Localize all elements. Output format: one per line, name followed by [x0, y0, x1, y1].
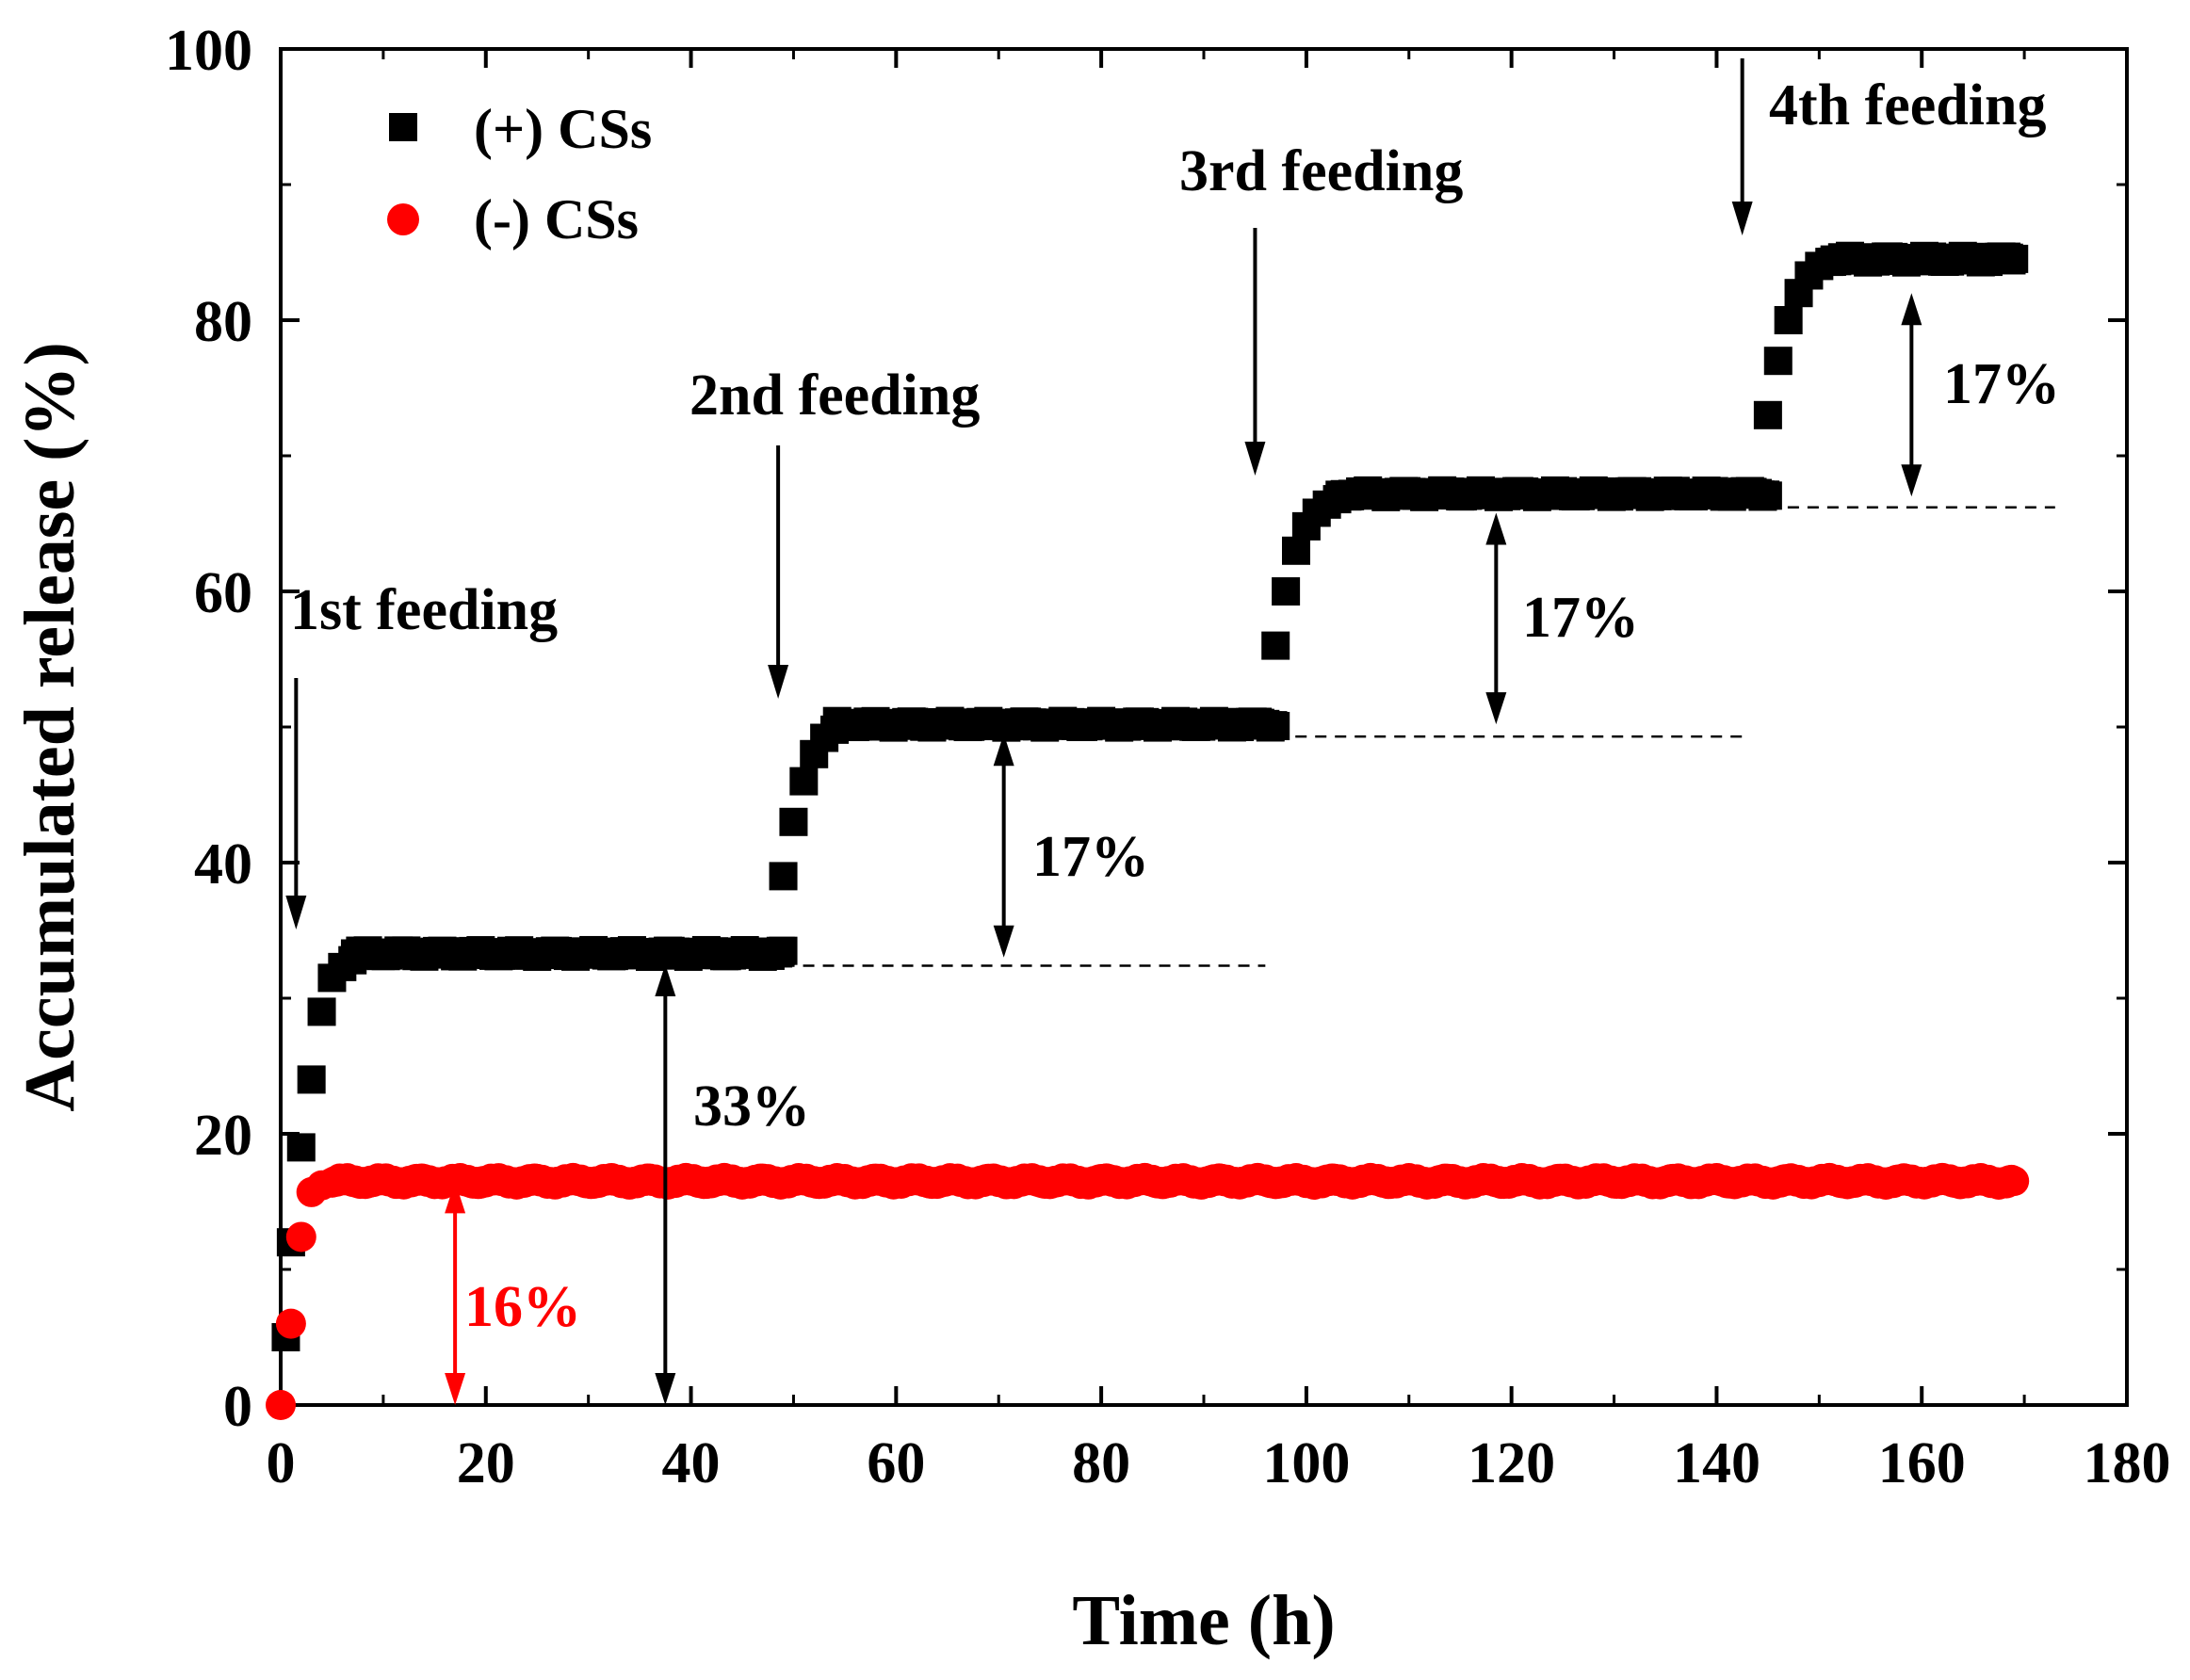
release-arrow-head-up [1485, 512, 1507, 545]
data-point-plus-css [789, 767, 819, 796]
y-axis-title: Accumulated release (%) [10, 342, 89, 1111]
y-tick-label: 100 [165, 19, 252, 83]
feeding-arrow-head [1244, 442, 1266, 476]
data-point-plus-css [307, 997, 336, 1026]
legend-marker-plus-css [389, 113, 417, 141]
legend-label-plus-css: (+) CSs [474, 98, 652, 160]
series-minus-css [266, 1162, 2030, 1420]
data-point-plus-css [1261, 631, 1290, 660]
data-point-plus-css [1774, 306, 1803, 334]
x-tick-label: 160 [1878, 1431, 1966, 1495]
reference-lines [783, 506, 2055, 967]
x-tick-label: 80 [1072, 1431, 1130, 1495]
data-point-plus-css [769, 936, 798, 965]
legend-label-minus-css: (-) CSs [474, 188, 639, 250]
x-tick-label: 40 [662, 1431, 721, 1495]
feeding-arrow-head [1731, 202, 1753, 235]
data-point-plus-css [297, 1065, 326, 1094]
x-tick-label: 120 [1468, 1431, 1555, 1495]
series-plus-css [271, 241, 2029, 1351]
data-point-minus-css [1999, 1166, 2030, 1197]
release-percent-label: 33% [693, 1074, 810, 1139]
release-percent-label: 17% [1032, 825, 1149, 889]
release-arrow-head-down [1485, 692, 1507, 725]
y-tick-label: 80 [194, 290, 252, 354]
legend: (+) CSs (-) CSs [387, 98, 652, 250]
x-tick-label: 20 [457, 1431, 515, 1495]
release-percent-label: 17% [1522, 586, 1639, 650]
feeding-label: 2nd feeding [689, 363, 980, 428]
y-tick-label: 20 [194, 1104, 252, 1168]
data-point-plus-css [286, 1133, 316, 1162]
data-point-plus-css [1282, 536, 1310, 565]
data-point-plus-css [769, 862, 798, 891]
x-tick-label: 0 [267, 1431, 296, 1495]
data-point-plus-css [2000, 244, 2029, 273]
y-tick-label: 40 [194, 832, 252, 897]
release-arrow-head-down [445, 1373, 466, 1405]
feeding-label: 3rd feeding [1179, 139, 1463, 203]
release-arrow-head-up [993, 734, 1014, 767]
data-point-plus-css [1763, 347, 1793, 376]
y-tick-label: 0 [223, 1375, 252, 1439]
feeding-arrow-head [285, 896, 307, 929]
release-arrow-head-up [655, 964, 676, 996]
data-point-minus-css [285, 1221, 316, 1252]
data-point-plus-css [779, 807, 808, 836]
release-arrow-head-up [1901, 293, 1922, 326]
feeding-label: 1st feeding [290, 578, 558, 642]
legend-marker-minus-css [387, 203, 419, 235]
x-tick-label: 140 [1673, 1431, 1760, 1495]
release-arrow-head-down [993, 925, 1014, 958]
data-point-minus-css [275, 1308, 306, 1339]
x-tick-label: 60 [867, 1431, 925, 1495]
x-axis-title: Time (h) [1072, 1581, 1335, 1660]
release-percent-label: 16% [464, 1275, 581, 1339]
feeding-arrow-head [768, 665, 789, 699]
release-arrow-head-down [655, 1373, 676, 1405]
axis-ticks: 0 20 40 60 80 100 120 140 160 180 0 20 40 60 80 100 [165, 19, 2171, 1495]
x-tick-label: 180 [2084, 1431, 2171, 1495]
data-point-plus-css [1753, 481, 1782, 510]
x-tick-label: 100 [1262, 1431, 1350, 1495]
annotations: 1st feeding 2nd feeding 3rd feeding 4th fee… [285, 58, 2060, 1405]
plot-area: 0 20 40 60 80 100 120 140 160 180 0 20 40 60 80 100 1st… [165, 19, 2171, 1495]
release-arrow-head-down [1901, 464, 1922, 497]
y-tick-label: 60 [194, 561, 252, 625]
feeding-label: 4th feeding [1769, 73, 2047, 137]
data-point-plus-css [1272, 577, 1301, 606]
data-point-plus-css [1261, 711, 1290, 740]
data-point-plus-css [1753, 400, 1782, 429]
release-percent-label: 17% [1943, 352, 2060, 416]
data-point-minus-css [266, 1390, 296, 1420]
release-arrow-head-up [445, 1181, 466, 1214]
